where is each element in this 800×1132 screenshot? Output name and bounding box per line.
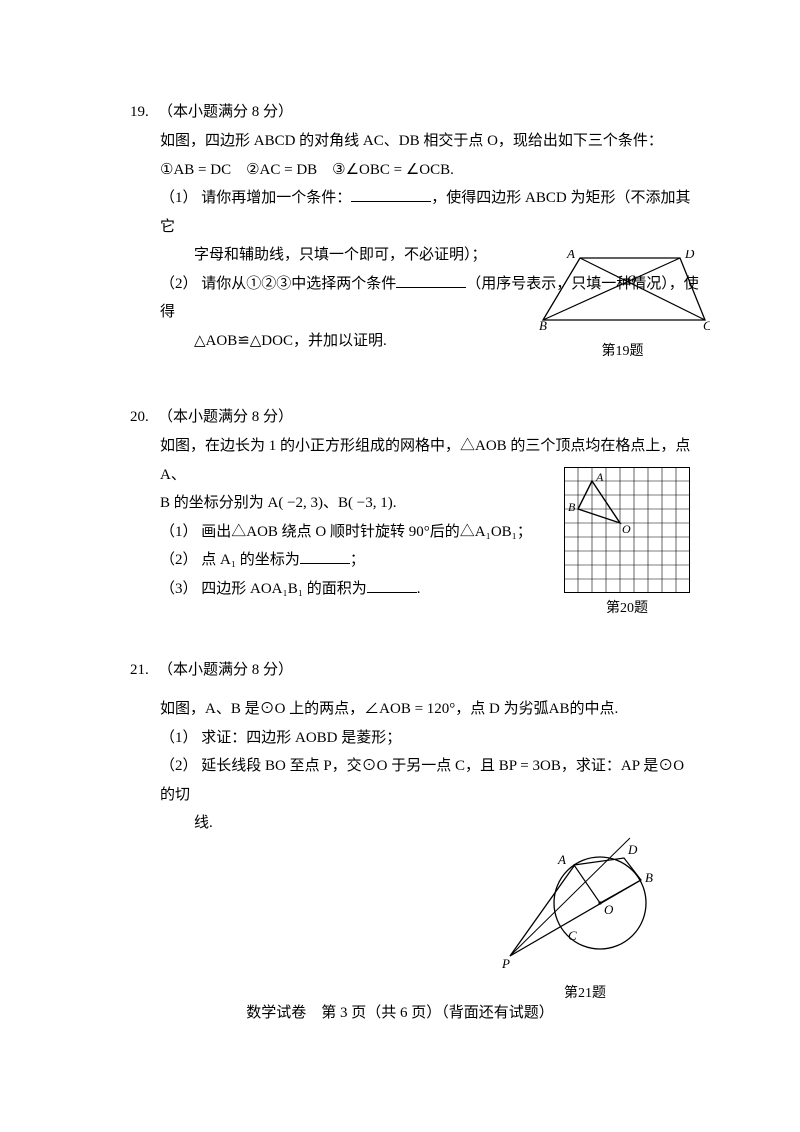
q20-header: 20. （本小题满分 8 分） [130, 405, 700, 426]
q19-part1-a: 请你再增加一个条件： [201, 190, 351, 206]
q20-number: 20. [130, 409, 158, 426]
q19-points: （本小题满分 8 分） [158, 100, 293, 121]
q19-stem: 如图，四边形 ABCD 的对角线 AC、DB 相交于点 O，现给出如下三个条件： [160, 127, 700, 156]
q20-part2: （2） 点 A₁ 的坐标为 ； [160, 546, 540, 575]
q21-label-B: B [645, 870, 653, 885]
q21-number: 21. [130, 662, 158, 679]
q19-part2-c: △AOB≌△DOC，并加以证明. [194, 327, 494, 356]
q21-stem: 如图，A、B 是⊙O 上的两点，∠AOB = 120°，点 D 为劣弧AB的中点… [160, 695, 700, 724]
q20-part3b: . [417, 581, 421, 597]
q20-figure: A B O 第20题 [564, 467, 690, 617]
q19-part2-label: （2） [160, 276, 198, 292]
q21-label-C: C [568, 928, 577, 943]
q21-label-O: O [604, 902, 614, 917]
q19-diagram-svg: A D B C O [535, 250, 710, 336]
q19-blank2[interactable] [396, 273, 466, 288]
q19-header: 19. （本小题满分 8 分） [130, 100, 700, 121]
q20-label-A: A [595, 470, 604, 484]
q19-part2-a: 请你从①②③中选择两个条件 [201, 276, 396, 292]
q21-label-A: A [557, 852, 566, 867]
question-19: 19. （本小题满分 8 分） 如图，四边形 ABCD 的对角线 AC、DB 相… [130, 100, 700, 355]
q20-part3a: （3） 四边形 AOA₁B₁ 的面积为 [160, 581, 367, 597]
q21-header: 21. （本小题满分 8 分） [130, 658, 700, 679]
q19-label-B: B [539, 318, 547, 333]
q21-label-P: P [501, 956, 510, 971]
q20-part2b: ； [350, 552, 365, 568]
q20-points: （本小题满分 8 分） [158, 405, 293, 426]
q20-part2a: （2） 点 A₁ 的坐标为 [160, 552, 300, 568]
q19-label-D: D [684, 250, 695, 261]
q19-label-O: O [627, 272, 637, 287]
q19-label-C: C [703, 318, 710, 333]
q19-blank1[interactable] [351, 187, 431, 202]
q19-conditions: ①AB = DC ②AC = DB ③∠OBC = ∠OCB. [160, 156, 700, 185]
q21-figure: A B C D O P 第21题 [500, 828, 670, 1002]
q20-part3: （3） 四边形 AOA₁B₁ 的面积为. [160, 575, 540, 604]
q21-fig-caption: 第21题 [500, 982, 670, 1002]
q20-label-O: O [622, 522, 631, 536]
q19-fig-caption: 第19题 [535, 340, 710, 360]
page-footer: 数学试卷 第 3 页（共 6 页）（背面还有试题） [0, 1001, 800, 1022]
q19-label-A: A [566, 250, 575, 261]
q20-fig-caption: 第20题 [564, 597, 690, 617]
q21-label-D: D [627, 842, 638, 857]
q21-points: （本小题满分 8 分） [158, 658, 293, 679]
q20-blank2[interactable] [367, 578, 417, 593]
q19-number: 19. [130, 104, 158, 121]
q20-label-B: B [568, 500, 576, 514]
q21-diagram-svg: A B C D O P [500, 828, 670, 978]
q19-figure: A D B C O 第19题 [535, 250, 710, 360]
question-20: 20. （本小题满分 8 分） 如图，在边长为 1 的小正方形组成的网格中，△A… [130, 405, 700, 603]
q20-grid-svg: A B O [564, 467, 690, 593]
q21-body: 如图，A、B 是⊙O 上的两点，∠AOB = 120°，点 D 为劣弧AB的中点… [160, 685, 700, 838]
q20-part1: （1） 画出△AOB 绕点 O 顺时针旋转 90°后的△A₁OB₁； [160, 518, 540, 547]
question-21: 21. （本小题满分 8 分） 如图，A、B 是⊙O 上的两点，∠AOB = 1… [130, 658, 700, 838]
q21-part1: （1） 求证：四边形 AOBD 是菱形； [160, 724, 700, 753]
q20-blank1[interactable] [300, 549, 350, 564]
q19-part1-label: （1） [160, 190, 198, 206]
q21-part2a: （2） 延长线段 BO 至点 P，交⊙O 于另一点 C，且 BP = 3OB，求… [160, 752, 700, 809]
q19-part1: （1） 请你再增加一个条件：，使得四边形 ABCD 为矩形（不添加其它 [160, 184, 700, 241]
